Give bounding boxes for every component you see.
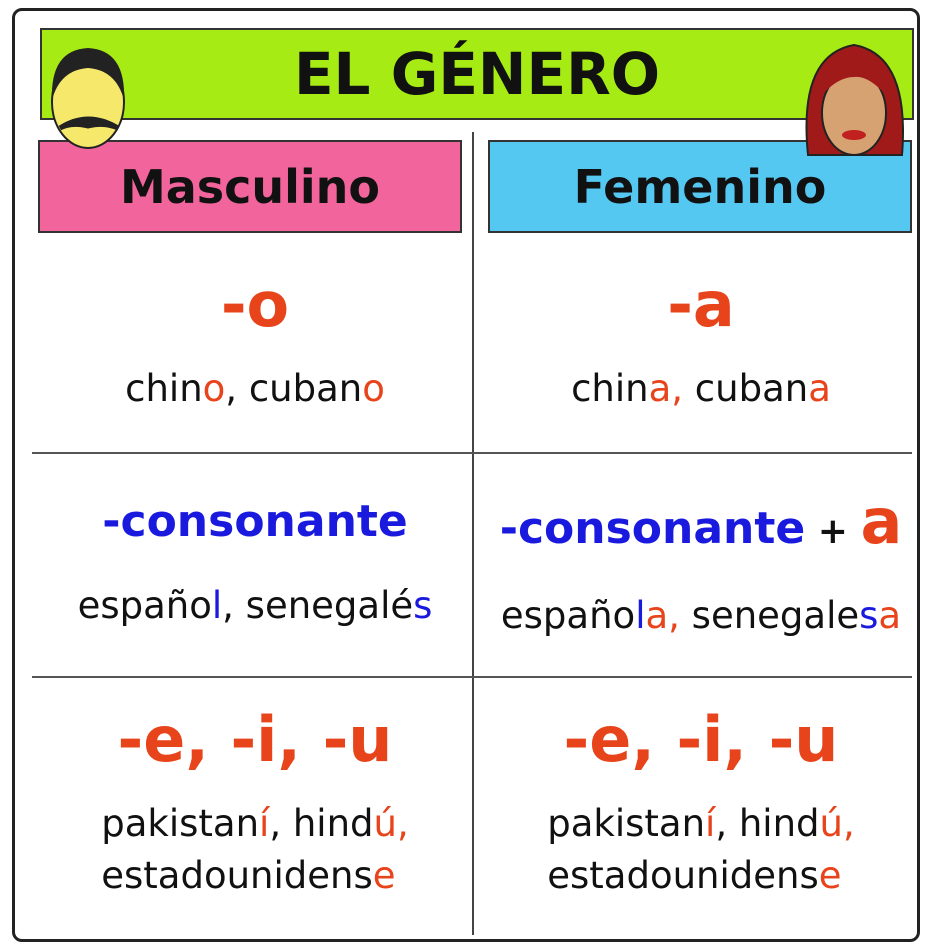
example-line: española, senegalesa — [476, 590, 926, 642]
text-segment: , cuban — [225, 367, 363, 410]
title-bar: EL GÉNERO — [40, 28, 914, 120]
text-segment: a, — [645, 594, 680, 637]
example-line: estadounidense — [547, 850, 854, 902]
divider — [32, 676, 912, 678]
text-segment: s — [859, 594, 879, 637]
girl-face — [805, 43, 904, 156]
text-segment: pakistan — [101, 802, 260, 845]
heading-box: Masculino — [38, 140, 462, 233]
ending: -o — [30, 265, 480, 345]
text-segment: a — [878, 594, 902, 637]
text-segment: pakistan — [547, 802, 706, 845]
text-segment: españo — [77, 584, 212, 627]
boy-face — [51, 48, 125, 149]
examples: chino, cubano — [30, 363, 480, 415]
text-segment: a — [860, 485, 903, 558]
divider — [32, 452, 912, 454]
text-segment: a, — [648, 367, 684, 410]
examples-wrap: pakistaní, hindú, estadounidense — [30, 780, 480, 902]
text-segment: ú, — [373, 802, 409, 845]
examples-wrap: china, cubana — [476, 363, 926, 415]
examples: español, senegalés — [30, 580, 480, 632]
text-segment: -e, -i, -u — [563, 703, 839, 776]
cell: -consonante + a española, senegalesa — [476, 482, 926, 642]
examples-wrap: pakistaní, hindú, estadounidense — [476, 780, 926, 902]
text-segment: + — [805, 511, 861, 552]
example-line: pakistaní, hindú, — [547, 798, 854, 850]
text-segment: l — [635, 594, 646, 637]
text-segment: chin — [125, 367, 203, 410]
text-segment: , hind — [715, 802, 820, 845]
text-segment: -consonante — [102, 496, 408, 547]
example-line: chino, cubano — [30, 363, 480, 415]
text-segment: , senegalé — [222, 584, 414, 627]
text-segment: senegale — [679, 594, 860, 637]
text-segment: estadounidens — [101, 854, 373, 897]
text-segment: e — [372, 854, 396, 897]
example-line: china, cubana — [476, 363, 926, 415]
text-segment: í — [259, 802, 270, 845]
text-segment: í — [705, 802, 716, 845]
text-segment: chin — [571, 367, 649, 410]
text-segment: o — [202, 367, 226, 410]
examples: china, cubana — [476, 363, 926, 415]
ending: -consonante — [30, 482, 480, 562]
divider — [472, 132, 474, 935]
cell: -e, -i, -u pakistaní, hindú, estadounidens… — [30, 700, 480, 902]
text-segment: -o — [220, 268, 290, 341]
frame — [12, 8, 920, 942]
heading-box: Femenino — [488, 140, 912, 233]
examples-wrap: español, senegalés — [30, 580, 480, 632]
ending: -consonante + a — [476, 482, 926, 572]
text-segment: -e, -i, -u — [117, 703, 393, 776]
ending: -e, -i, -u — [476, 700, 926, 780]
examples-wrap: chino, cubano — [30, 363, 480, 415]
heading: Femenino — [573, 159, 827, 214]
text-segment: -a — [667, 268, 735, 341]
text-segment: -consonante — [499, 503, 806, 554]
example-line: estadounidense — [101, 850, 408, 902]
cell: -e, -i, -u pakistaní, hindú, estadounidens… — [476, 700, 926, 902]
example-line: pakistaní, hindú, — [101, 798, 408, 850]
text-segment: l — [211, 584, 223, 627]
cell: -o chino, cubano — [30, 265, 480, 415]
text-segment: estadounidens — [547, 854, 819, 897]
text-segment: ú, — [819, 802, 855, 845]
examples-wrap: española, senegalesa — [476, 590, 926, 642]
ending: -a — [476, 265, 926, 345]
cell: -consonante español, senegalés — [30, 482, 480, 632]
text-segment: e — [818, 854, 842, 897]
title: EL GÉNERO — [293, 40, 661, 108]
text-segment: cuban — [683, 367, 809, 410]
text-segment: , hind — [269, 802, 374, 845]
examples: pakistaní, hindú, estadounidense — [547, 798, 854, 902]
text-segment: a — [808, 367, 831, 410]
examples: española, senegalesa — [476, 590, 926, 642]
examples: pakistaní, hindú, estadounidense — [101, 798, 408, 902]
text-segment: s — [413, 584, 433, 627]
text-segment: españo — [500, 594, 636, 637]
heading: Masculino — [119, 159, 381, 214]
ending: -e, -i, -u — [30, 700, 480, 780]
cell: -a china, cubana — [476, 265, 926, 415]
example-line: español, senegalés — [30, 580, 480, 632]
text-segment: o — [362, 367, 385, 410]
